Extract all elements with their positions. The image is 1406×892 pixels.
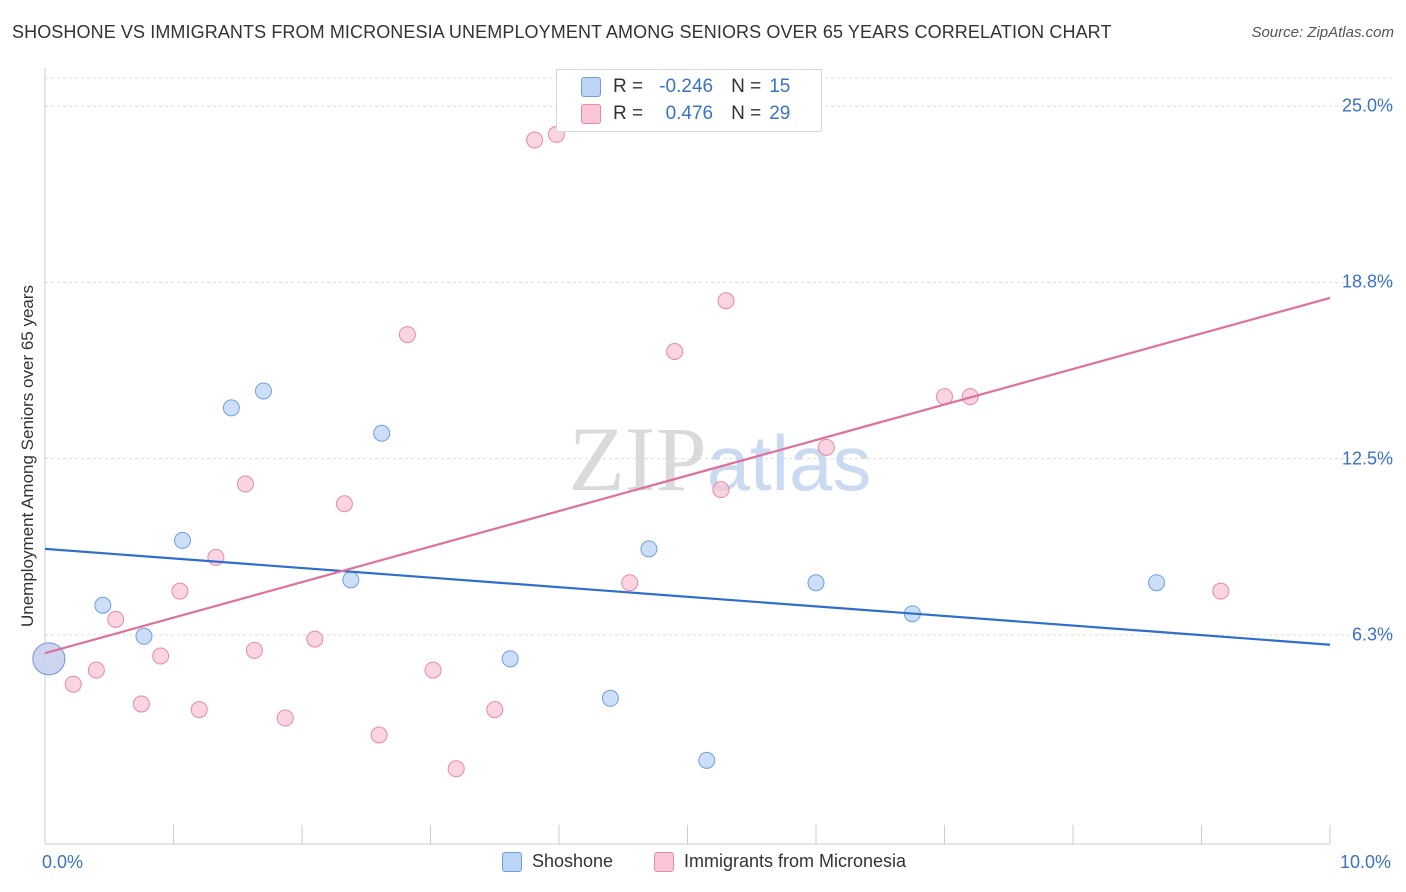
point-micronesia-9 [236, 475, 254, 493]
point-micronesia-3 [107, 610, 125, 628]
stats-legend-row-shoshone: R = -0.246 N = 15 [581, 74, 790, 100]
point-micronesia-5 [152, 647, 170, 665]
legend-label-micronesia: Immigrants from Micronesia [684, 851, 907, 871]
stats-legend: R = -0.246 N = 15 R = 0.476 N = 29 [556, 69, 822, 132]
point-micronesia-15 [398, 326, 416, 344]
legend-item-shoshone: Shoshone [502, 851, 613, 872]
point-shoshone-8 [501, 650, 519, 668]
y-tick-label-3: 25.0% [1341, 95, 1393, 116]
shoshone-swatch [581, 77, 601, 97]
n-label: N = [731, 76, 762, 97]
point-micronesia-17 [447, 760, 465, 778]
point-micronesia-12 [306, 630, 324, 648]
grid-layer [45, 77, 1392, 636]
point-micronesia-22 [666, 342, 684, 360]
point-shoshone-14 [1148, 574, 1166, 592]
point-micronesia-14 [370, 726, 388, 744]
x-tick-max: 10.0% [1340, 852, 1392, 872]
source-label: Source: ZipAtlas.com [1251, 24, 1394, 41]
trendline-shoshone [44, 547, 1331, 646]
trend-layer [44, 296, 1331, 655]
point-micronesia-21 [621, 574, 639, 592]
point-shoshone-12 [807, 574, 825, 592]
point-micronesia-7 [190, 701, 208, 719]
point-shoshone-2 [135, 627, 153, 645]
points-layer [32, 125, 1230, 778]
point-shoshone-0 [32, 642, 66, 676]
point-shoshone-10 [640, 540, 658, 558]
point-micronesia-23 [712, 481, 730, 499]
point-micronesia-6 [171, 582, 189, 600]
n-value: 29 [769, 103, 791, 124]
chart-title: SHOSHONE VS IMMIGRANTS FROM MICRONESIA U… [12, 22, 1112, 42]
point-micronesia-1 [64, 675, 82, 693]
point-micronesia-13 [335, 495, 353, 513]
point-micronesia-4 [132, 695, 150, 713]
stats-legend-row-micronesia: R = 0.476 N = 29 [581, 101, 790, 127]
point-micronesia-19 [526, 131, 544, 149]
r-value: 0.476 [665, 103, 714, 124]
shoshone-legend-swatch [502, 851, 522, 872]
micronesia-legend-swatch [654, 851, 674, 872]
point-shoshone-1 [94, 596, 112, 614]
y-tick-label-2: 18.8% [1341, 271, 1393, 292]
n-value: 15 [769, 76, 791, 97]
point-micronesia-10 [245, 641, 263, 659]
x-tick-min: 0.0% [42, 852, 84, 872]
point-micronesia-25 [817, 438, 835, 456]
r-label: R = [613, 76, 644, 97]
r-label: R = [613, 103, 644, 124]
legend-item-micronesia: Immigrants from Micronesia [654, 851, 906, 872]
point-micronesia-28 [1212, 582, 1230, 600]
point-shoshone-6 [342, 571, 360, 589]
point-micronesia-11 [276, 709, 294, 727]
y-tick-label-1: 12.5% [1341, 448, 1393, 469]
point-micronesia-18 [486, 701, 504, 719]
axis-layer [44, 68, 1331, 845]
point-shoshone-5 [254, 382, 272, 400]
point-micronesia-24 [717, 292, 735, 310]
point-shoshone-4 [222, 399, 240, 417]
point-shoshone-3 [173, 531, 191, 549]
trendline-micronesia [44, 296, 1331, 655]
y-tick-label-0: 6.3% [1351, 624, 1393, 645]
point-shoshone-11 [698, 751, 716, 769]
r-value: -0.246 [659, 76, 714, 97]
n-label: N = [731, 103, 762, 124]
point-shoshone-7 [373, 424, 391, 442]
legend-label-shoshone: Shoshone [532, 851, 614, 871]
point-micronesia-16 [424, 661, 442, 679]
micronesia-swatch [581, 104, 601, 124]
point-shoshone-9 [601, 689, 619, 707]
point-micronesia-2 [87, 661, 105, 679]
